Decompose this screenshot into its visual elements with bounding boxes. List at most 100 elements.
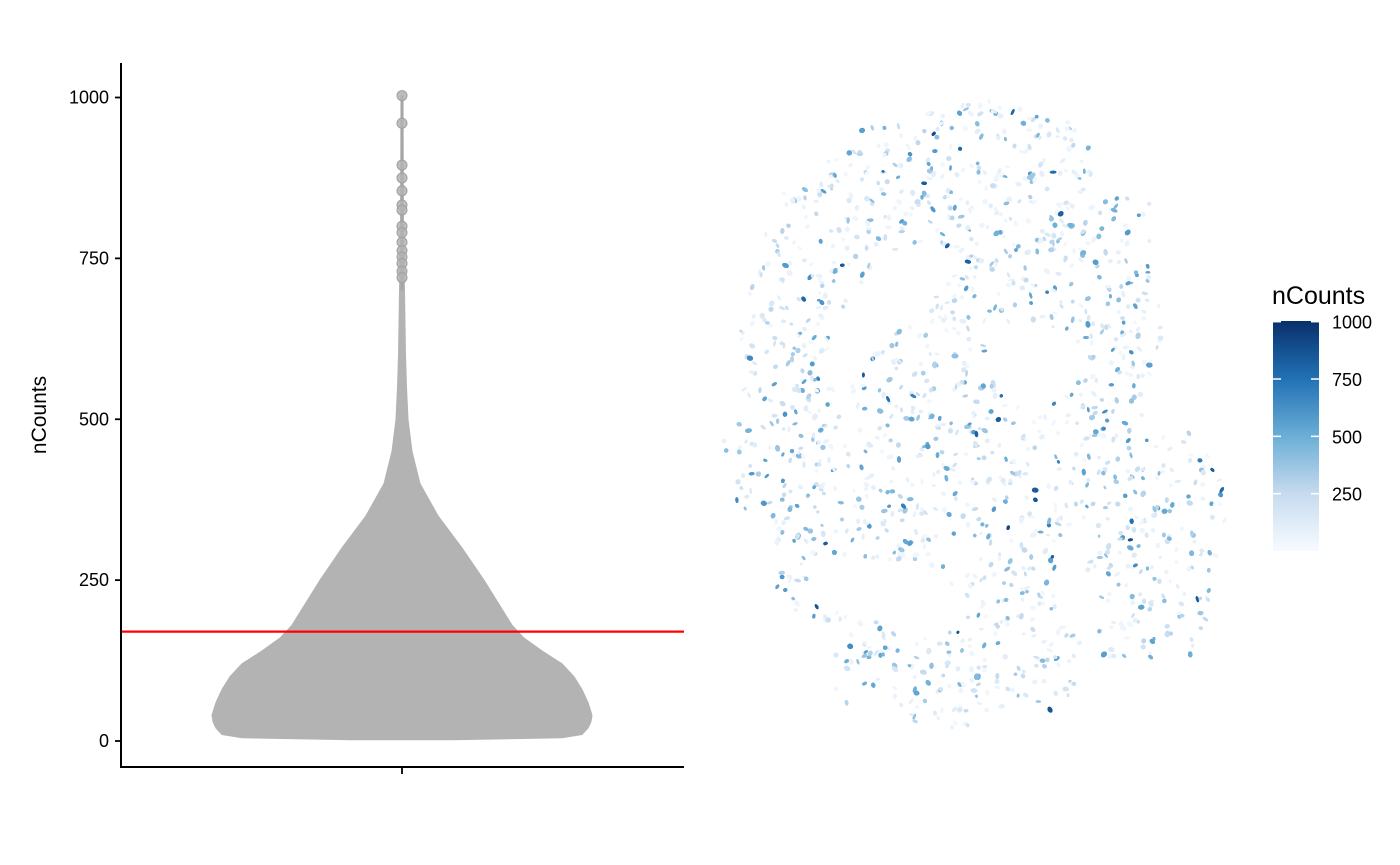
cell-point (1040, 590, 1045, 595)
cell-point (833, 529, 838, 534)
cell-point (886, 377, 893, 383)
cell-point (1003, 248, 1008, 255)
cell-point (779, 306, 785, 310)
cell-point (920, 370, 926, 376)
cell-point (1069, 137, 1074, 143)
cell-point (1152, 506, 1157, 513)
cell-point (1169, 467, 1175, 473)
cell-point (767, 445, 772, 450)
cell-point (962, 107, 969, 112)
cell-point (1098, 433, 1103, 438)
cell-point (957, 110, 963, 116)
cell-point (869, 202, 875, 206)
cell-point (985, 416, 990, 421)
cell-point (1002, 581, 1006, 585)
spatial-points (721, 99, 1227, 730)
cell-point (820, 530, 826, 538)
cell-point (945, 641, 950, 646)
cell-point (981, 349, 988, 353)
cell-point (824, 336, 829, 342)
cell-point (993, 261, 998, 268)
cell-point (941, 673, 946, 678)
cell-point (1056, 431, 1061, 436)
cell-point (997, 113, 1004, 119)
cell-point (1218, 502, 1222, 506)
cell-point (1193, 479, 1198, 486)
cell-point (932, 484, 936, 487)
cell-point (790, 352, 795, 357)
cell-point (1218, 492, 1224, 498)
cell-point (964, 285, 969, 292)
cell-point (1051, 232, 1057, 239)
cell-point (854, 234, 860, 240)
cell-point (796, 387, 802, 393)
cell-point (1079, 499, 1084, 504)
cell-point (885, 225, 892, 230)
cell-point (1017, 199, 1022, 204)
cell-point (739, 329, 744, 333)
cell-point (1012, 242, 1016, 246)
cell-point (817, 276, 822, 281)
cell-point (1034, 114, 1039, 119)
cell-point (1037, 592, 1041, 598)
cell-point (1198, 626, 1203, 630)
cell-point (1107, 592, 1112, 597)
cell-point (1033, 655, 1040, 659)
violin-outlier-point (396, 90, 408, 102)
cell-point (1144, 298, 1150, 302)
cell-point (944, 301, 950, 304)
cell-point (1006, 196, 1013, 203)
cell-point (875, 536, 880, 540)
cell-point (1123, 636, 1131, 640)
cell-point (985, 523, 989, 528)
cell-point (968, 110, 974, 117)
cell-point (764, 231, 768, 238)
cell-point (941, 463, 945, 468)
cell-point (876, 408, 884, 414)
cell-point (1126, 621, 1133, 628)
cell-point (892, 666, 899, 672)
cell-point (1025, 461, 1030, 467)
cell-point (959, 295, 964, 300)
cell-point (1053, 247, 1057, 251)
cell-point (1114, 572, 1120, 577)
cell-point (1026, 447, 1031, 451)
cell-point (980, 383, 986, 389)
cell-point (925, 193, 930, 198)
cell-point (1127, 475, 1134, 481)
cell-point (850, 388, 857, 394)
cell-point (1125, 469, 1130, 473)
cell-point (1005, 686, 1010, 692)
cell-point (1021, 565, 1026, 571)
cell-point (843, 171, 848, 177)
cell-point (863, 650, 868, 654)
cell-point (925, 443, 931, 450)
cell-point (1148, 654, 1153, 660)
cell-point (1189, 637, 1194, 642)
cell-point (1140, 490, 1146, 497)
cell-point (1104, 460, 1111, 465)
cell-point (1138, 569, 1143, 574)
cell-point (1003, 417, 1008, 422)
cell-point (1064, 633, 1069, 638)
cell-point (956, 330, 961, 336)
cell-point (791, 596, 796, 601)
cell-point (952, 491, 958, 497)
cell-point (1110, 208, 1118, 213)
cell-point (860, 384, 865, 388)
cell-point (803, 576, 809, 582)
cell-point (1158, 556, 1162, 559)
cell-point (721, 438, 727, 444)
cell-point (1031, 566, 1036, 571)
cell-point (947, 213, 951, 221)
cell-point (1080, 187, 1086, 192)
cell-point (865, 227, 873, 231)
cell-point (803, 526, 809, 531)
cell-point (802, 461, 806, 468)
cell-point (929, 308, 935, 313)
cell-point (859, 464, 864, 471)
cell-point (889, 343, 895, 349)
cell-point (1118, 530, 1123, 536)
cell-point (834, 158, 839, 162)
cell-point (1106, 542, 1112, 550)
